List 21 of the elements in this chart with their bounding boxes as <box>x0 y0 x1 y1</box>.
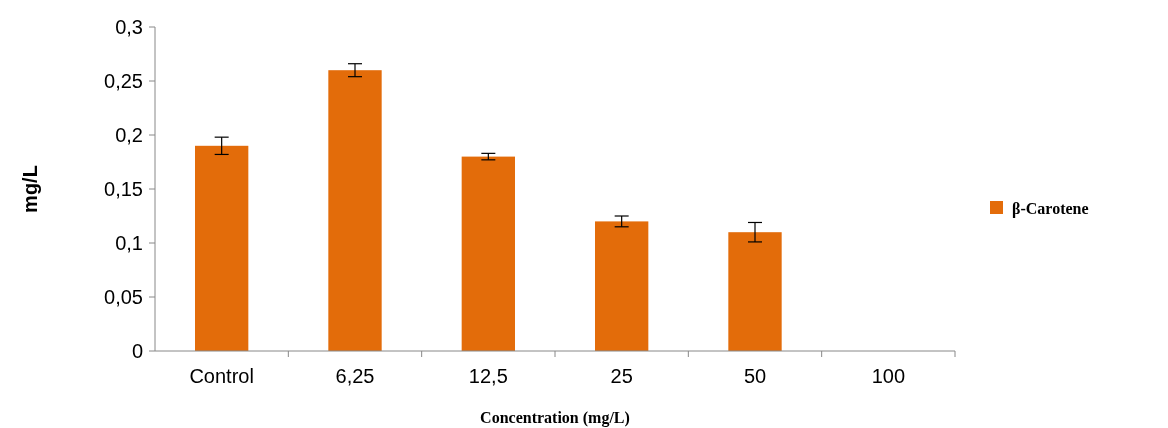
y-tick-label: 0,15 <box>104 178 143 200</box>
x-tick-label: 100 <box>871 365 906 387</box>
bar <box>328 70 382 351</box>
bar <box>461 156 515 351</box>
bar <box>595 221 649 351</box>
x-tick-label: 50 <box>743 365 767 387</box>
y-axis-title: mg/L <box>19 165 41 213</box>
y-tick-label: 0,25 <box>104 70 143 92</box>
y-tick-label: 0,3 <box>115 16 143 38</box>
y-tick-label: 0,1 <box>115 232 143 254</box>
x-tick-label: 6,25 <box>335 365 375 387</box>
x-tick-label: 25 <box>610 365 633 387</box>
y-tick-label: 0,2 <box>115 124 143 146</box>
x-axis-title: Concentration (mg/L) <box>480 409 630 427</box>
x-tick-label: Control <box>189 365 254 387</box>
y-tick-label: 0,05 <box>104 286 143 308</box>
x-tick-label: 12,5 <box>468 365 508 387</box>
bar <box>195 145 249 351</box>
y-tick-label: 0 <box>131 340 143 362</box>
bar <box>728 232 782 351</box>
legend-label: β-Carotene <box>1012 199 1089 218</box>
